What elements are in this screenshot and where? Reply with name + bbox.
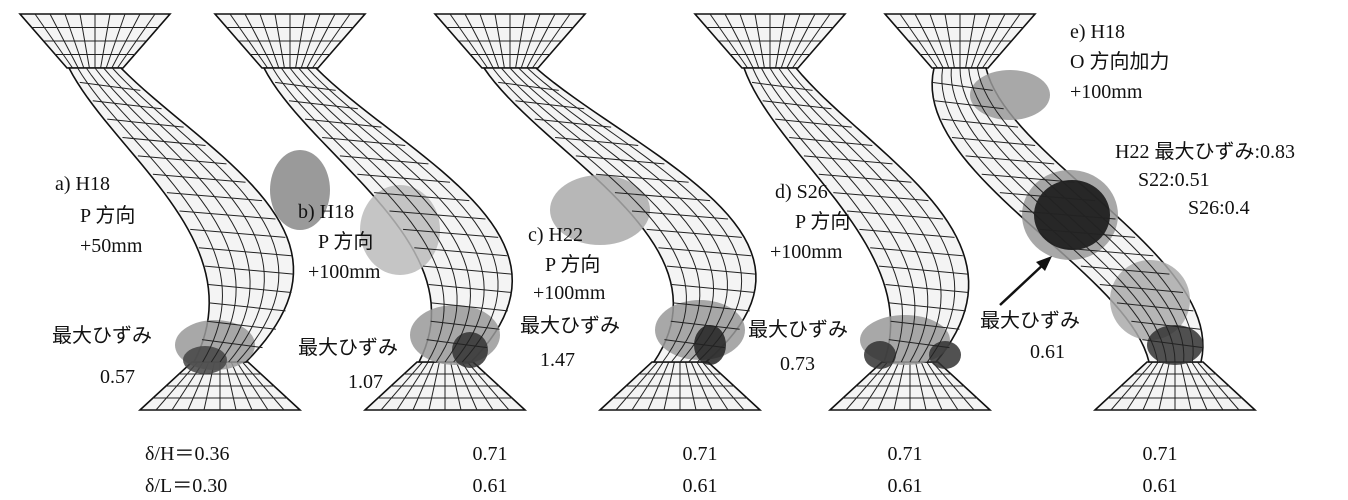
displacement: +100mm xyxy=(308,261,381,283)
case-label: c) H22 xyxy=(528,224,583,246)
ratio-value: 0.61 xyxy=(888,475,923,497)
figure: a) H18 P 方向 +50mm 最大ひずみ 0.57 b) H18 P 方向… xyxy=(0,0,1348,500)
max-value: 1.07 xyxy=(348,371,383,393)
case-label: d) S26 xyxy=(775,181,828,203)
case-label: e) H18 xyxy=(1070,21,1125,43)
case-label: a) H18 xyxy=(55,173,110,195)
max-label: 最大ひずみ xyxy=(52,324,152,347)
displacement: +100mm xyxy=(533,282,606,304)
direction: O 方向加力 xyxy=(1070,50,1169,73)
note: S22:0.51 xyxy=(1138,169,1210,191)
note: H22 最大ひずみ:0.83 xyxy=(1115,140,1295,163)
strain-zone xyxy=(970,70,1050,120)
ratio-value: 0.71 xyxy=(683,443,718,465)
arrow xyxy=(1000,262,1046,305)
max-value: 1.47 xyxy=(540,349,575,371)
ratio-value: 0.61 xyxy=(473,475,508,497)
displacement: +100mm xyxy=(1070,81,1143,103)
ratio-value: 0.30 xyxy=(192,475,227,497)
strain-zone xyxy=(452,332,488,368)
max-value: 0.73 xyxy=(780,353,815,375)
ratio-value: 0.61 xyxy=(1143,475,1178,497)
column xyxy=(744,68,969,362)
meshes xyxy=(20,14,1255,410)
ratio-value: 0.61 xyxy=(683,475,718,497)
ratio-value: 0.71 xyxy=(888,443,923,465)
ratio-row: δ/H＝0.36 xyxy=(145,443,229,465)
direction: P 方向 xyxy=(545,253,600,276)
strain-zone xyxy=(694,325,726,365)
direction: P 方向 xyxy=(318,230,373,253)
max-label: 最大ひずみ xyxy=(298,336,398,359)
note: S26:0.4 xyxy=(1188,197,1250,219)
direction: P 方向 xyxy=(80,204,135,227)
ratio-label: δ/L＝ xyxy=(145,475,192,497)
max-label: 最大ひずみ xyxy=(980,309,1080,332)
max-label: 最大ひずみ xyxy=(520,314,620,337)
displacement: +100mm xyxy=(770,241,843,263)
case-label: b) H18 xyxy=(298,201,354,223)
max-value: 0.57 xyxy=(100,366,135,388)
direction: P 方向 xyxy=(795,210,850,233)
ratio-label: δ/H＝ xyxy=(145,443,194,465)
ratio-value: 0.71 xyxy=(1143,443,1178,465)
ratio-value: 0.36 xyxy=(194,443,229,465)
ratio-row: δ/L＝0.30 xyxy=(145,475,227,497)
displacement: +50mm xyxy=(80,235,143,257)
strain-zone xyxy=(864,341,896,369)
ratio-value: 0.71 xyxy=(473,443,508,465)
strain-zone xyxy=(183,346,227,374)
max-label: 最大ひずみ xyxy=(748,318,848,341)
max-value: 0.61 xyxy=(1030,341,1065,363)
